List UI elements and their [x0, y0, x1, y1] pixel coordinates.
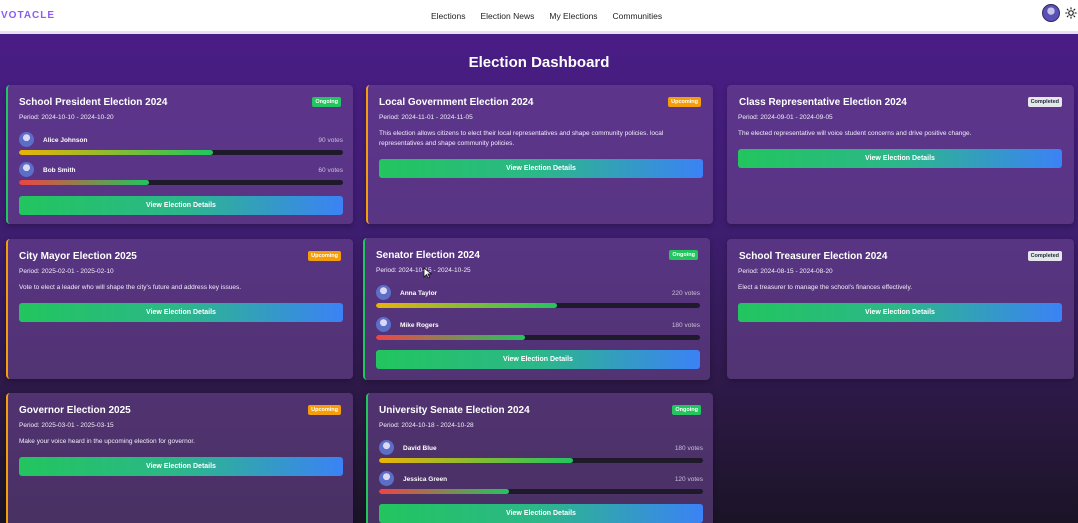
election-title: City Mayor Election 2025 — [19, 251, 137, 262]
view-election-details-button[interactable]: View Election Details — [19, 457, 343, 476]
candidate-avatar-icon — [379, 440, 394, 455]
election-card: City Mayor Election 2025 Upcoming Period… — [6, 239, 353, 379]
election-period: Period: 2024-09-01 - 2024-09-05 — [738, 114, 833, 121]
candidate-avatar-icon — [379, 471, 394, 486]
election-card: School President Election 2024 Ongoing P… — [6, 85, 353, 224]
election-title: Local Government Election 2024 — [379, 97, 534, 108]
election-description: Vote to elect a leader who will shape th… — [19, 284, 242, 291]
election-description: Elect a treasurer to manage the school's… — [738, 284, 913, 291]
election-period: Period: 2025-02-01 - 2025-02-10 — [19, 268, 114, 275]
candidate-votes: 120 votes — [674, 476, 703, 483]
election-period: Period: 2024-11-01 - 2024-11-05 — [379, 114, 473, 121]
status-badge: Upcoming — [308, 251, 341, 261]
election-title: Class Representative Election 2024 — [739, 97, 907, 108]
candidate-votes: 180 votes — [674, 445, 703, 452]
vote-progress-fill — [19, 180, 149, 185]
vote-progress-track — [19, 150, 343, 155]
vote-progress-fill — [379, 458, 574, 463]
view-election-details-button[interactable]: View Election Details — [376, 350, 700, 369]
page-title: Election Dashboard — [468, 54, 610, 71]
candidate-row: Jessica Green 120 votes — [379, 471, 703, 497]
vote-progress-fill — [19, 150, 214, 155]
election-card: School Treasurer Election 2024 Completed… — [727, 239, 1074, 379]
candidate-name: Anna Taylor — [400, 290, 438, 297]
candidate-votes: 220 votes — [671, 290, 700, 297]
election-card: Class Representative Election 2024 Compl… — [727, 85, 1074, 224]
candidate-votes: 180 votes — [671, 322, 700, 329]
candidate-row: Alice Johnson 90 votes — [19, 132, 343, 158]
view-election-details-button[interactable]: View Election Details — [379, 504, 703, 523]
user-avatar-icon[interactable] — [1042, 4, 1060, 22]
candidate-name: Jessica Green — [403, 476, 448, 483]
candidate-name: David Blue — [403, 445, 437, 452]
candidate-avatar-icon — [376, 285, 391, 300]
election-description: The elected representative will voice st… — [738, 130, 972, 137]
candidate-name: Mike Rogers — [400, 322, 439, 329]
election-title: University Senate Election 2024 — [379, 405, 530, 416]
status-badge: Ongoing — [669, 250, 698, 260]
candidate-row: Mike Rogers 180 votes — [376, 317, 700, 343]
status-badge: Upcoming — [668, 97, 701, 107]
view-election-details-button[interactable]: View Election Details — [738, 149, 1062, 168]
election-period: Period: 2024-10-18 - 2024-10-28 — [379, 422, 474, 429]
nav-right-controls — [1042, 4, 1078, 22]
vote-progress-track — [379, 489, 703, 494]
candidate-votes: 90 votes — [318, 137, 343, 144]
election-period: Period: 2024-10-10 - 2024-10-20 — [19, 114, 114, 121]
view-election-details-button[interactable]: View Election Details — [19, 303, 343, 322]
election-period: Period: 2024-10-15 - 2024-10-25 — [376, 267, 471, 274]
election-card: University Senate Election 2024 Ongoing … — [366, 393, 713, 523]
status-badge: Ongoing — [312, 97, 341, 107]
election-card: Governor Election 2025 Upcoming Period: … — [6, 393, 353, 523]
election-card: Local Government Election 2024 Upcoming … — [366, 85, 713, 224]
status-badge: Completed — [1027, 97, 1062, 107]
vote-progress-track — [376, 335, 700, 340]
vote-progress-track — [379, 458, 703, 463]
nav-link-elections[interactable]: Elections — [431, 11, 466, 21]
election-title: Senator Election 2024 — [376, 250, 480, 261]
election-card: Senator Election 2024 Ongoing Period: 20… — [363, 238, 710, 380]
view-election-details-button[interactable]: View Election Details — [379, 159, 703, 178]
candidate-name: Bob Smith — [43, 167, 76, 174]
status-badge: Completed — [1027, 251, 1062, 261]
mouse-pointer-icon — [423, 267, 433, 279]
view-election-details-button[interactable]: View Election Details — [738, 303, 1062, 322]
status-badge: Upcoming — [308, 405, 341, 415]
nav-link-my-elections[interactable]: My Elections — [549, 11, 598, 21]
status-badge: Ongoing — [672, 405, 701, 415]
vote-progress-fill — [376, 335, 526, 340]
candidate-row: David Blue 180 votes — [379, 440, 703, 466]
election-description: This election allows citizens to elect t… — [379, 130, 664, 147]
election-description: Make your voice heard in the upcoming el… — [19, 438, 195, 445]
election-title: School President Election 2024 — [19, 97, 168, 108]
vote-progress-track — [376, 303, 700, 308]
top-navbar: VOTACLE Elections Election News My Elect… — [0, 0, 1078, 34]
sun-icon[interactable] — [1064, 4, 1078, 22]
candidate-name: Alice Johnson — [43, 137, 88, 144]
election-period: Period: 2025-03-01 - 2025-03-15 — [19, 422, 114, 429]
candidate-row: Anna Taylor 220 votes — [376, 285, 700, 311]
candidate-row: Bob Smith 60 votes — [19, 162, 343, 188]
app-logo[interactable]: VOTACLE — [1, 10, 56, 21]
nav-link-election-news[interactable]: Election News — [480, 11, 535, 21]
main-nav: Elections Election News My Elections Com… — [431, 11, 677, 21]
view-election-details-button[interactable]: View Election Details — [19, 196, 343, 215]
vote-progress-track — [19, 180, 343, 185]
candidate-avatar-icon — [19, 162, 34, 177]
nav-link-communities[interactable]: Communities — [612, 11, 663, 21]
vote-progress-fill — [379, 489, 509, 494]
election-title: School Treasurer Election 2024 — [739, 251, 888, 262]
election-period: Period: 2024-08-15 - 2024-08-20 — [738, 268, 833, 275]
candidate-avatar-icon — [19, 132, 34, 147]
candidate-avatar-icon — [376, 317, 391, 332]
vote-progress-fill — [376, 303, 558, 308]
election-title: Governor Election 2025 — [19, 405, 131, 416]
candidate-votes: 60 votes — [318, 167, 343, 174]
